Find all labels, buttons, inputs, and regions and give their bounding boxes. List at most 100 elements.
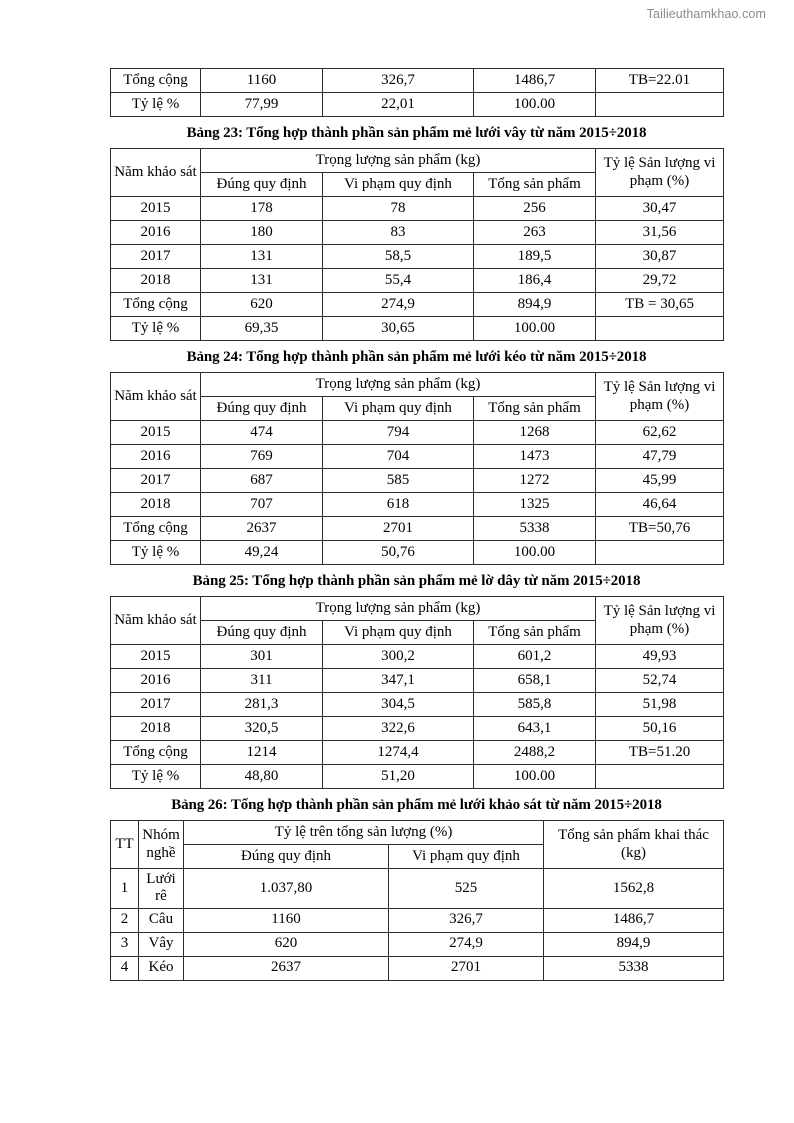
cell-ok: 77,99 xyxy=(200,92,323,117)
table-26-header: TT Nhóm nghề Tỷ lệ trên tổng sản lượng (… xyxy=(110,820,724,869)
col-header-violation: Vi phạm quy định xyxy=(388,844,544,869)
table-header-row: Đúng quy định Vi phạm quy định Tổng sản … xyxy=(111,172,724,197)
col-header-total-product: Tổng sản phẩm xyxy=(472,172,597,197)
col-header-group-name: Nhóm nghề xyxy=(138,820,184,869)
col-header-weight-group: Trọng lượng sản phẩm (kg) xyxy=(199,596,597,621)
table-23-body: 2015 178 78 256 30,47 2016 180 83 263 31… xyxy=(110,196,725,341)
cell-ok: 1.037,80 xyxy=(183,868,389,909)
col-header-total-product: Tổng sản phẩm xyxy=(472,396,597,421)
table-24-caption: Bảng 24: Tổng hợp thành phần sản phẩm mẻ… xyxy=(186,349,647,365)
cell-ok: 1214 xyxy=(200,740,323,765)
cell-violation: 326,7 xyxy=(388,907,544,933)
col-header-year: Năm khảo sát xyxy=(110,372,201,421)
table-25-caption: Bảng 25: Tổng hợp thành phần sản phẩm mẻ… xyxy=(192,573,641,589)
cell-ok: 1160 xyxy=(183,907,389,933)
cell-average: TB=50,76 xyxy=(595,516,725,541)
cell-ok: 178 xyxy=(200,196,323,221)
cell-ok: 69,35 xyxy=(200,316,323,341)
cell-violation: 2701 xyxy=(322,516,474,541)
col-header-violation-ratio: Tỷ lệ Sản lượng vi phạm (%) xyxy=(595,372,725,421)
cell-ratio: 50,16 xyxy=(595,716,725,741)
table-row: 2016 769 704 1473 47,79 xyxy=(110,444,725,469)
col-header-ok: Đúng quy định xyxy=(183,844,389,869)
cell-total-catch: 5338 xyxy=(543,955,724,981)
table-row: 3 Vây 620 274,9 894,9 xyxy=(110,931,724,957)
cell-index: 2 xyxy=(110,907,139,933)
table-26-body: 1 Lưới rê 1.037,80 525 1562,8 2 Câu 1160… xyxy=(110,868,724,981)
cell-year: 2015 xyxy=(110,420,201,445)
table-continuation-body: Tổng cộng 1160 326,7 1486,7 TB=22.01 Tỷ … xyxy=(110,68,724,117)
cell-total: 1486,7 xyxy=(473,68,596,93)
cell-ok: 2637 xyxy=(200,516,323,541)
cell-year: 2016 xyxy=(110,220,201,245)
cell-ratio: 47,79 xyxy=(595,444,725,469)
cell-violation: 585 xyxy=(322,468,474,493)
cell-violation: 794 xyxy=(322,420,474,445)
table-24: Năm khảo sát Trọng lượng sản phẩm (kg) T… xyxy=(110,372,725,565)
table-header-row: TT Nhóm nghề Tỷ lệ trên tổng sản lượng (… xyxy=(110,820,724,869)
row-label: Tổng cộng xyxy=(110,68,201,93)
table-row: 2015 301 300,2 601,2 49,93 xyxy=(110,644,725,669)
cell-total: 186,4 xyxy=(472,268,597,293)
cell-year: 2016 xyxy=(110,444,201,469)
cell-ok: 281,3 xyxy=(200,692,323,717)
cell-ratio: 49,93 xyxy=(595,644,725,669)
cell-total: 601,2 xyxy=(472,644,597,669)
cell-total: 1268 xyxy=(472,420,597,445)
table-header-row: Năm khảo sát Trọng lượng sản phẩm (kg) T… xyxy=(110,596,725,645)
cell-violation: 300,2 xyxy=(322,644,474,669)
cell-ratio: 30,87 xyxy=(595,244,725,269)
row-label: Tỷ lệ % xyxy=(110,540,201,565)
row-label: Tỷ lệ % xyxy=(110,764,201,789)
col-header-ok: Đúng quy định xyxy=(200,396,323,421)
cell-year: 2017 xyxy=(110,692,201,717)
col-header-year: Năm khảo sát xyxy=(110,148,201,197)
table-25-body: 2015 301 300,2 601,2 49,93 2016 311 347,… xyxy=(110,644,725,789)
cell-total: 1473 xyxy=(472,444,597,469)
cell-average: TB=51.20 xyxy=(595,740,725,765)
cell-group-name: Kéo xyxy=(138,955,184,981)
cell-total: 894,9 xyxy=(472,292,597,317)
col-header-weight-group: Trọng lượng sản phẩm (kg) xyxy=(199,148,597,173)
cell-violation: 274,9 xyxy=(388,931,544,957)
col-header-violation: Vi phạm quy định xyxy=(322,172,474,197)
col-header-total-product: Tổng sản phẩm xyxy=(472,620,597,645)
cell-violation: 704 xyxy=(322,444,474,469)
cell-ok: 49,24 xyxy=(200,540,323,565)
table-row: 1 Lưới rê 1.037,80 525 1562,8 xyxy=(110,868,724,909)
col-header-tt: TT xyxy=(110,820,139,869)
cell-year: 2018 xyxy=(110,716,201,741)
cell-year: 2017 xyxy=(110,244,201,269)
cell-violation: 322,6 xyxy=(322,716,474,741)
table-row-total: Tổng cộng 1214 1274,4 2488,2 TB=51.20 xyxy=(110,740,725,765)
cell-group-name: Lưới rê xyxy=(138,868,184,909)
cell-violation: 78 xyxy=(322,196,474,221)
cell-total: 1325 xyxy=(472,492,597,517)
cell-ok: 131 xyxy=(200,268,323,293)
cell-index: 1 xyxy=(110,868,139,909)
table-24-header: Năm khảo sát Trọng lượng sản phẩm (kg) T… xyxy=(110,372,725,421)
table-row: 4 Kéo 2637 2701 5338 xyxy=(110,955,724,981)
cell-violation: 347,1 xyxy=(322,668,474,693)
cell-ratio: 46,64 xyxy=(595,492,725,517)
cell-ok: 180 xyxy=(200,220,323,245)
cell-total: 263 xyxy=(472,220,597,245)
table-25-header: Năm khảo sát Trọng lượng sản phẩm (kg) T… xyxy=(110,596,725,645)
cell-ok: 620 xyxy=(183,931,389,957)
cell-total: 658,1 xyxy=(472,668,597,693)
table-header-row: Đúng quy định Vi phạm quy định Tổng sản … xyxy=(111,620,724,645)
cell-year: 2017 xyxy=(110,468,201,493)
table-header-row: Năm khảo sát Trọng lượng sản phẩm (kg) T… xyxy=(110,148,725,197)
cell-violation: 83 xyxy=(322,220,474,245)
col-header-weight-group: Trọng lượng sản phẩm (kg) xyxy=(199,372,597,397)
table-row: 2018 320,5 322,6 643,1 50,16 xyxy=(110,716,725,741)
table-row-ratio: Tỷ lệ % 48,80 51,20 100.00 xyxy=(110,764,725,789)
cell-violation: 274,9 xyxy=(322,292,474,317)
cell-violation: 1274,4 xyxy=(322,740,474,765)
cell-violation: 2701 xyxy=(388,955,544,981)
cell-violation: 22,01 xyxy=(322,92,474,117)
cell-year: 2015 xyxy=(110,196,201,221)
row-label: Tổng cộng xyxy=(110,292,201,317)
cell-ok: 1160 xyxy=(200,68,323,93)
